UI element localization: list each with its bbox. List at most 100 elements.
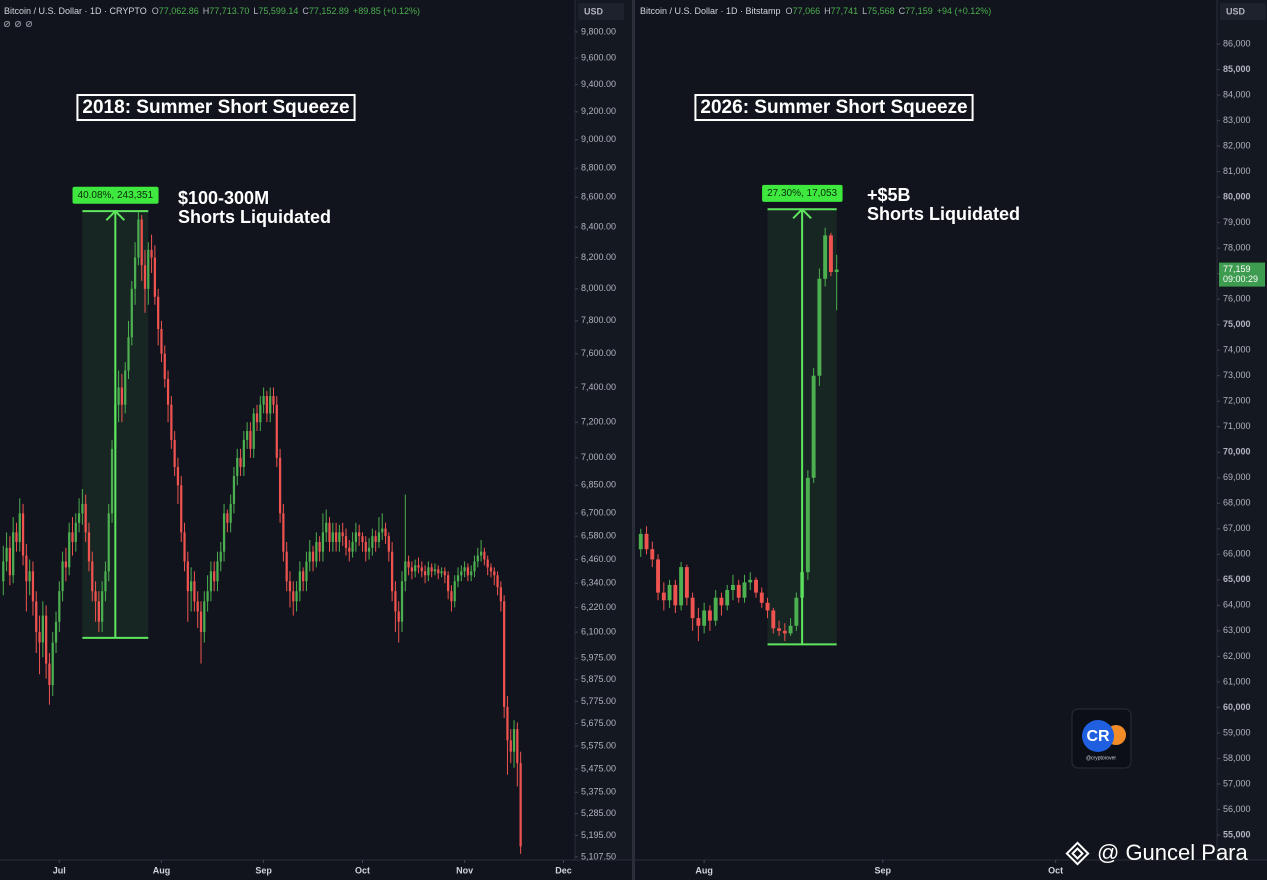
candle-body (702, 610, 707, 626)
candle-body (805, 477, 810, 573)
y-tick-label: 70,000 (1223, 447, 1251, 457)
candle-body (348, 547, 351, 552)
candle-body (193, 581, 196, 602)
candle-body (387, 536, 390, 552)
candle-body (364, 541, 367, 552)
candle-body (120, 387, 124, 405)
candle-body (656, 559, 661, 593)
annotation-text: Shorts Liquidated (178, 207, 331, 227)
x-tick-label: Sep (255, 865, 272, 875)
y-tick-label: 5,875.00 (581, 674, 616, 684)
candle-body (8, 547, 12, 576)
y-tick-label: 74,000 (1223, 345, 1251, 355)
y-tick-label: 71,000 (1223, 421, 1251, 431)
candle-body (35, 601, 38, 633)
candle-body (219, 551, 222, 562)
ohlc-key: C (899, 6, 906, 16)
y-tick-label: 9,600.00 (581, 52, 616, 62)
candle-body (285, 551, 288, 582)
y-tick-label: 81,000 (1223, 166, 1251, 176)
y-tick-label: 6,460.00 (581, 554, 616, 564)
y-tick-label: 58,000 (1223, 753, 1251, 763)
candle-body (351, 541, 354, 552)
y-tick-label: 84,000 (1223, 89, 1251, 99)
candle-body (18, 513, 21, 542)
candle-body (84, 503, 87, 533)
candle-body (713, 597, 718, 621)
candle-body (463, 567, 466, 572)
candle-body (638, 533, 643, 550)
candle-body (417, 565, 420, 568)
candle-body (199, 611, 203, 633)
candle-body (315, 541, 318, 562)
candle-body (305, 561, 308, 582)
candle-body (31, 571, 35, 602)
candle-body (470, 571, 473, 576)
candle-body (381, 528, 384, 533)
candle-body (460, 571, 463, 576)
candle-body (272, 396, 275, 405)
candle-body (731, 584, 735, 591)
candle-body (321, 532, 325, 552)
candle-body (163, 353, 166, 379)
candle-body (130, 288, 133, 338)
candle-body (736, 584, 741, 598)
y-tick-label: 76,000 (1223, 294, 1251, 304)
candle-body (667, 584, 672, 601)
symbol-title: Bitcoin / U.S. Dollar · 1D · Bitstamp (640, 6, 781, 16)
y-tick-label: 7,800.00 (581, 315, 616, 325)
candle-body (509, 740, 512, 752)
candle-body (328, 522, 331, 542)
candle-body (696, 618, 701, 626)
candle-body (404, 561, 407, 582)
ohlc-key: L (253, 6, 258, 16)
candle-body (325, 522, 328, 533)
y-tick-label: 9,800.00 (581, 26, 616, 36)
price-axis-panel (575, 0, 632, 860)
measure-arrow-head (792, 207, 812, 219)
candle-body (308, 551, 311, 562)
x-tick-label: Aug (695, 865, 713, 875)
y-tick-label: 78,000 (1223, 243, 1251, 253)
candle-body (384, 528, 387, 537)
candle-body (166, 378, 170, 405)
candle-body (203, 601, 206, 633)
candle-body (489, 567, 493, 572)
candle-body (302, 571, 305, 582)
candle-body (292, 591, 295, 602)
candle-body (107, 513, 110, 572)
candle-body (176, 466, 180, 486)
y-tick-label: 6,220.00 (581, 602, 616, 612)
candle-body (222, 513, 226, 552)
y-tick-label: 67,000 (1223, 523, 1251, 533)
candle-body (229, 503, 232, 523)
y-tick-label: 9,400.00 (581, 79, 616, 89)
y-tick-label: 7,200.00 (581, 417, 616, 427)
y-tick-label: 63,000 (1223, 625, 1251, 635)
candle-body (344, 536, 348, 548)
candle-body (427, 567, 430, 576)
y-tick-label: 75,000 (1223, 319, 1251, 329)
candle-body (748, 579, 753, 583)
candle-body (397, 611, 400, 622)
candle-body (147, 249, 150, 289)
y-tick-label: 56,000 (1223, 804, 1251, 814)
annotation-text: $100-300M (178, 188, 269, 208)
candle-body (367, 547, 371, 552)
candle-body (12, 532, 15, 576)
candle-body (496, 575, 499, 588)
y-tick-label: 80,000 (1223, 191, 1251, 201)
candle-body (94, 591, 97, 602)
candle-body (183, 532, 186, 562)
candle-body (269, 396, 272, 414)
candle-body (91, 561, 94, 592)
annotation-text: Shorts Liquidated (867, 204, 1020, 224)
candle-body (473, 561, 476, 572)
candle-body (834, 269, 839, 272)
candle-body (15, 532, 18, 542)
logo-text: CR (1086, 728, 1110, 745)
annotation-title-box (76, 94, 356, 122)
indicator-icons (3, 20, 33, 28)
candle-body (503, 601, 506, 707)
ohlc-key: O (786, 6, 793, 16)
